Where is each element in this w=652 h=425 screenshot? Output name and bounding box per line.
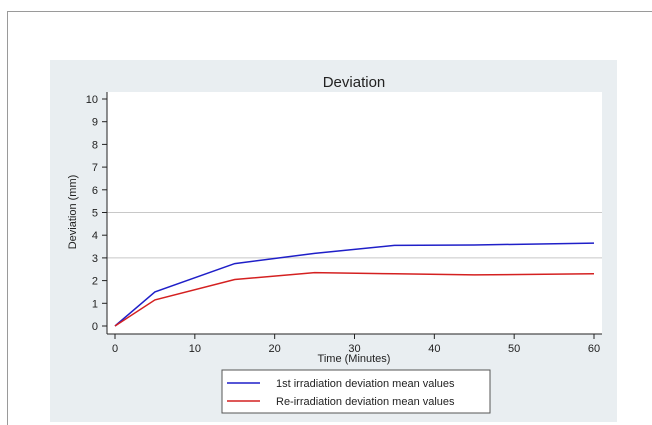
x-axis-title: Time (Minutes)	[318, 353, 391, 365]
legend-label-1st-irradiation: 1st irradiation deviation mean values	[276, 378, 455, 390]
y-tick-label-0: 0	[92, 321, 98, 333]
y-tick-label-7: 7	[92, 162, 98, 174]
y-tick-label-4: 4	[92, 230, 98, 242]
y-tick-label-9: 9	[92, 117, 98, 129]
x-axis-ticks: 0 10 20 30 40 50 60	[112, 334, 600, 355]
x-tick-label-40: 40	[428, 343, 440, 355]
x-tick-label-50: 50	[508, 343, 520, 355]
chart-title: Deviation	[323, 74, 386, 91]
frame-top-border	[7, 11, 652, 12]
legend: 1st irradiation deviation mean values Re…	[221, 369, 491, 414]
y-tick-label-2: 2	[92, 276, 98, 288]
series-line-1st-irradiation	[114, 242, 595, 327]
x-tick-label-20: 20	[269, 343, 281, 355]
frame-left-border	[7, 11, 8, 425]
gridlines	[107, 212, 602, 259]
legend-box	[221, 369, 491, 414]
legend-label-re-irradiation: Re-irradiation deviation mean values	[276, 396, 455, 408]
y-axis-title: Deviation (mm)	[67, 175, 79, 250]
y-tick-label-5: 5	[92, 208, 98, 220]
x-tick-label-30: 30	[348, 343, 360, 355]
x-tick-label-10: 10	[189, 343, 201, 355]
x-tick-label-60: 60	[588, 343, 600, 355]
y-tick-label-1: 1	[92, 298, 98, 310]
x-tick-label-0: 0	[112, 343, 118, 355]
y-axis-ticks: 0 1 2 3 4 5 6 7 8 9 10	[86, 94, 107, 333]
y-tick-label-3: 3	[92, 253, 98, 265]
series-lines	[114, 242, 595, 327]
series-line-re-irradiation	[114, 271, 595, 327]
y-tick-label-8: 8	[92, 139, 98, 151]
y-tick-label-10: 10	[86, 94, 98, 106]
y-tick-label-6: 6	[92, 185, 98, 197]
